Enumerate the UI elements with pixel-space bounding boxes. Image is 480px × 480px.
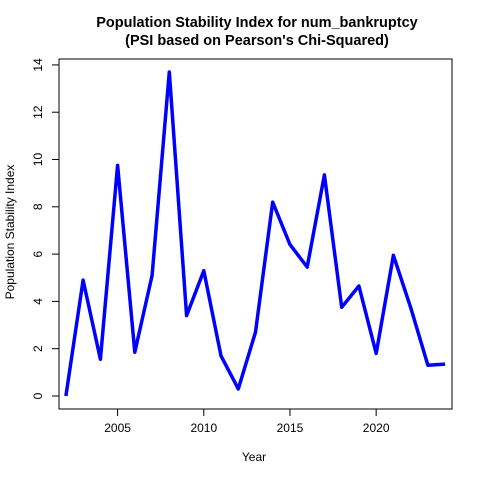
y-axis-label: Population Stability Index xyxy=(3,165,17,300)
x-tick-label: 2010 xyxy=(190,421,217,435)
y-tick-label: 14 xyxy=(31,58,45,72)
y-tick-label: 12 xyxy=(31,105,45,119)
y-tick-label: 2 xyxy=(31,345,45,352)
y-tick-label: 0 xyxy=(31,392,45,399)
plot-frame xyxy=(58,58,453,410)
chart-subtitle: (PSI based on Pearson's Chi-Squared) xyxy=(125,33,389,49)
y-tick-label: 4 xyxy=(31,298,45,305)
y-tick-label: 6 xyxy=(31,250,45,257)
x-axis-label: Year xyxy=(242,450,266,464)
x-tick-label: 2020 xyxy=(363,421,390,435)
psi-series-line xyxy=(64,70,446,397)
y-axis: 0 2 4 6 8 10 12 14 xyxy=(31,58,60,399)
x-tick-label: 2015 xyxy=(277,421,304,435)
series-layer xyxy=(64,70,446,397)
chart-title: Population Stability Index for num_bankr… xyxy=(96,15,417,31)
y-tick-label: 8 xyxy=(31,203,45,210)
y-tick-label: 10 xyxy=(31,153,45,167)
x-tick-label: 2005 xyxy=(104,421,131,435)
x-axis: 2005 2010 2015 2020 xyxy=(104,408,390,435)
